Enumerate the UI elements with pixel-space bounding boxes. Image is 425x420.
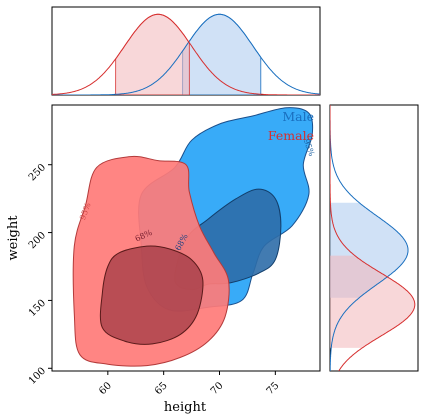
main-contour-layer: 95%68%95%68% (72, 107, 316, 367)
marginal-x-female-density (52, 13, 320, 95)
y-tick-label-250: 250 (27, 162, 48, 183)
x-tick-label-60: 60 (97, 380, 114, 397)
y-axis-label: weight (6, 215, 21, 261)
main-plot-frame (51, 104, 321, 372)
x-tick-label-70: 70 (209, 380, 226, 397)
marginal-x-male-density (52, 13, 320, 95)
female-contour-68 (99, 245, 204, 345)
marginal-y-female-density (330, 105, 416, 371)
y-tick-label-200: 200 (27, 230, 48, 251)
marginal-y-layer (330, 105, 416, 371)
marginal-y-female-interval (330, 255, 415, 348)
y-tick-label-100: 100 (27, 366, 48, 387)
x-tick-label-65: 65 (153, 380, 170, 397)
marginal-x-layer (52, 13, 320, 95)
y-tick-label-150: 150 (27, 298, 48, 319)
x-tick-label-75: 75 (265, 380, 282, 397)
x-axis-label: height (164, 400, 207, 415)
legend-female: Female (268, 128, 314, 143)
marginal-y-male-density (330, 105, 409, 371)
legend-male: Male (282, 109, 314, 124)
